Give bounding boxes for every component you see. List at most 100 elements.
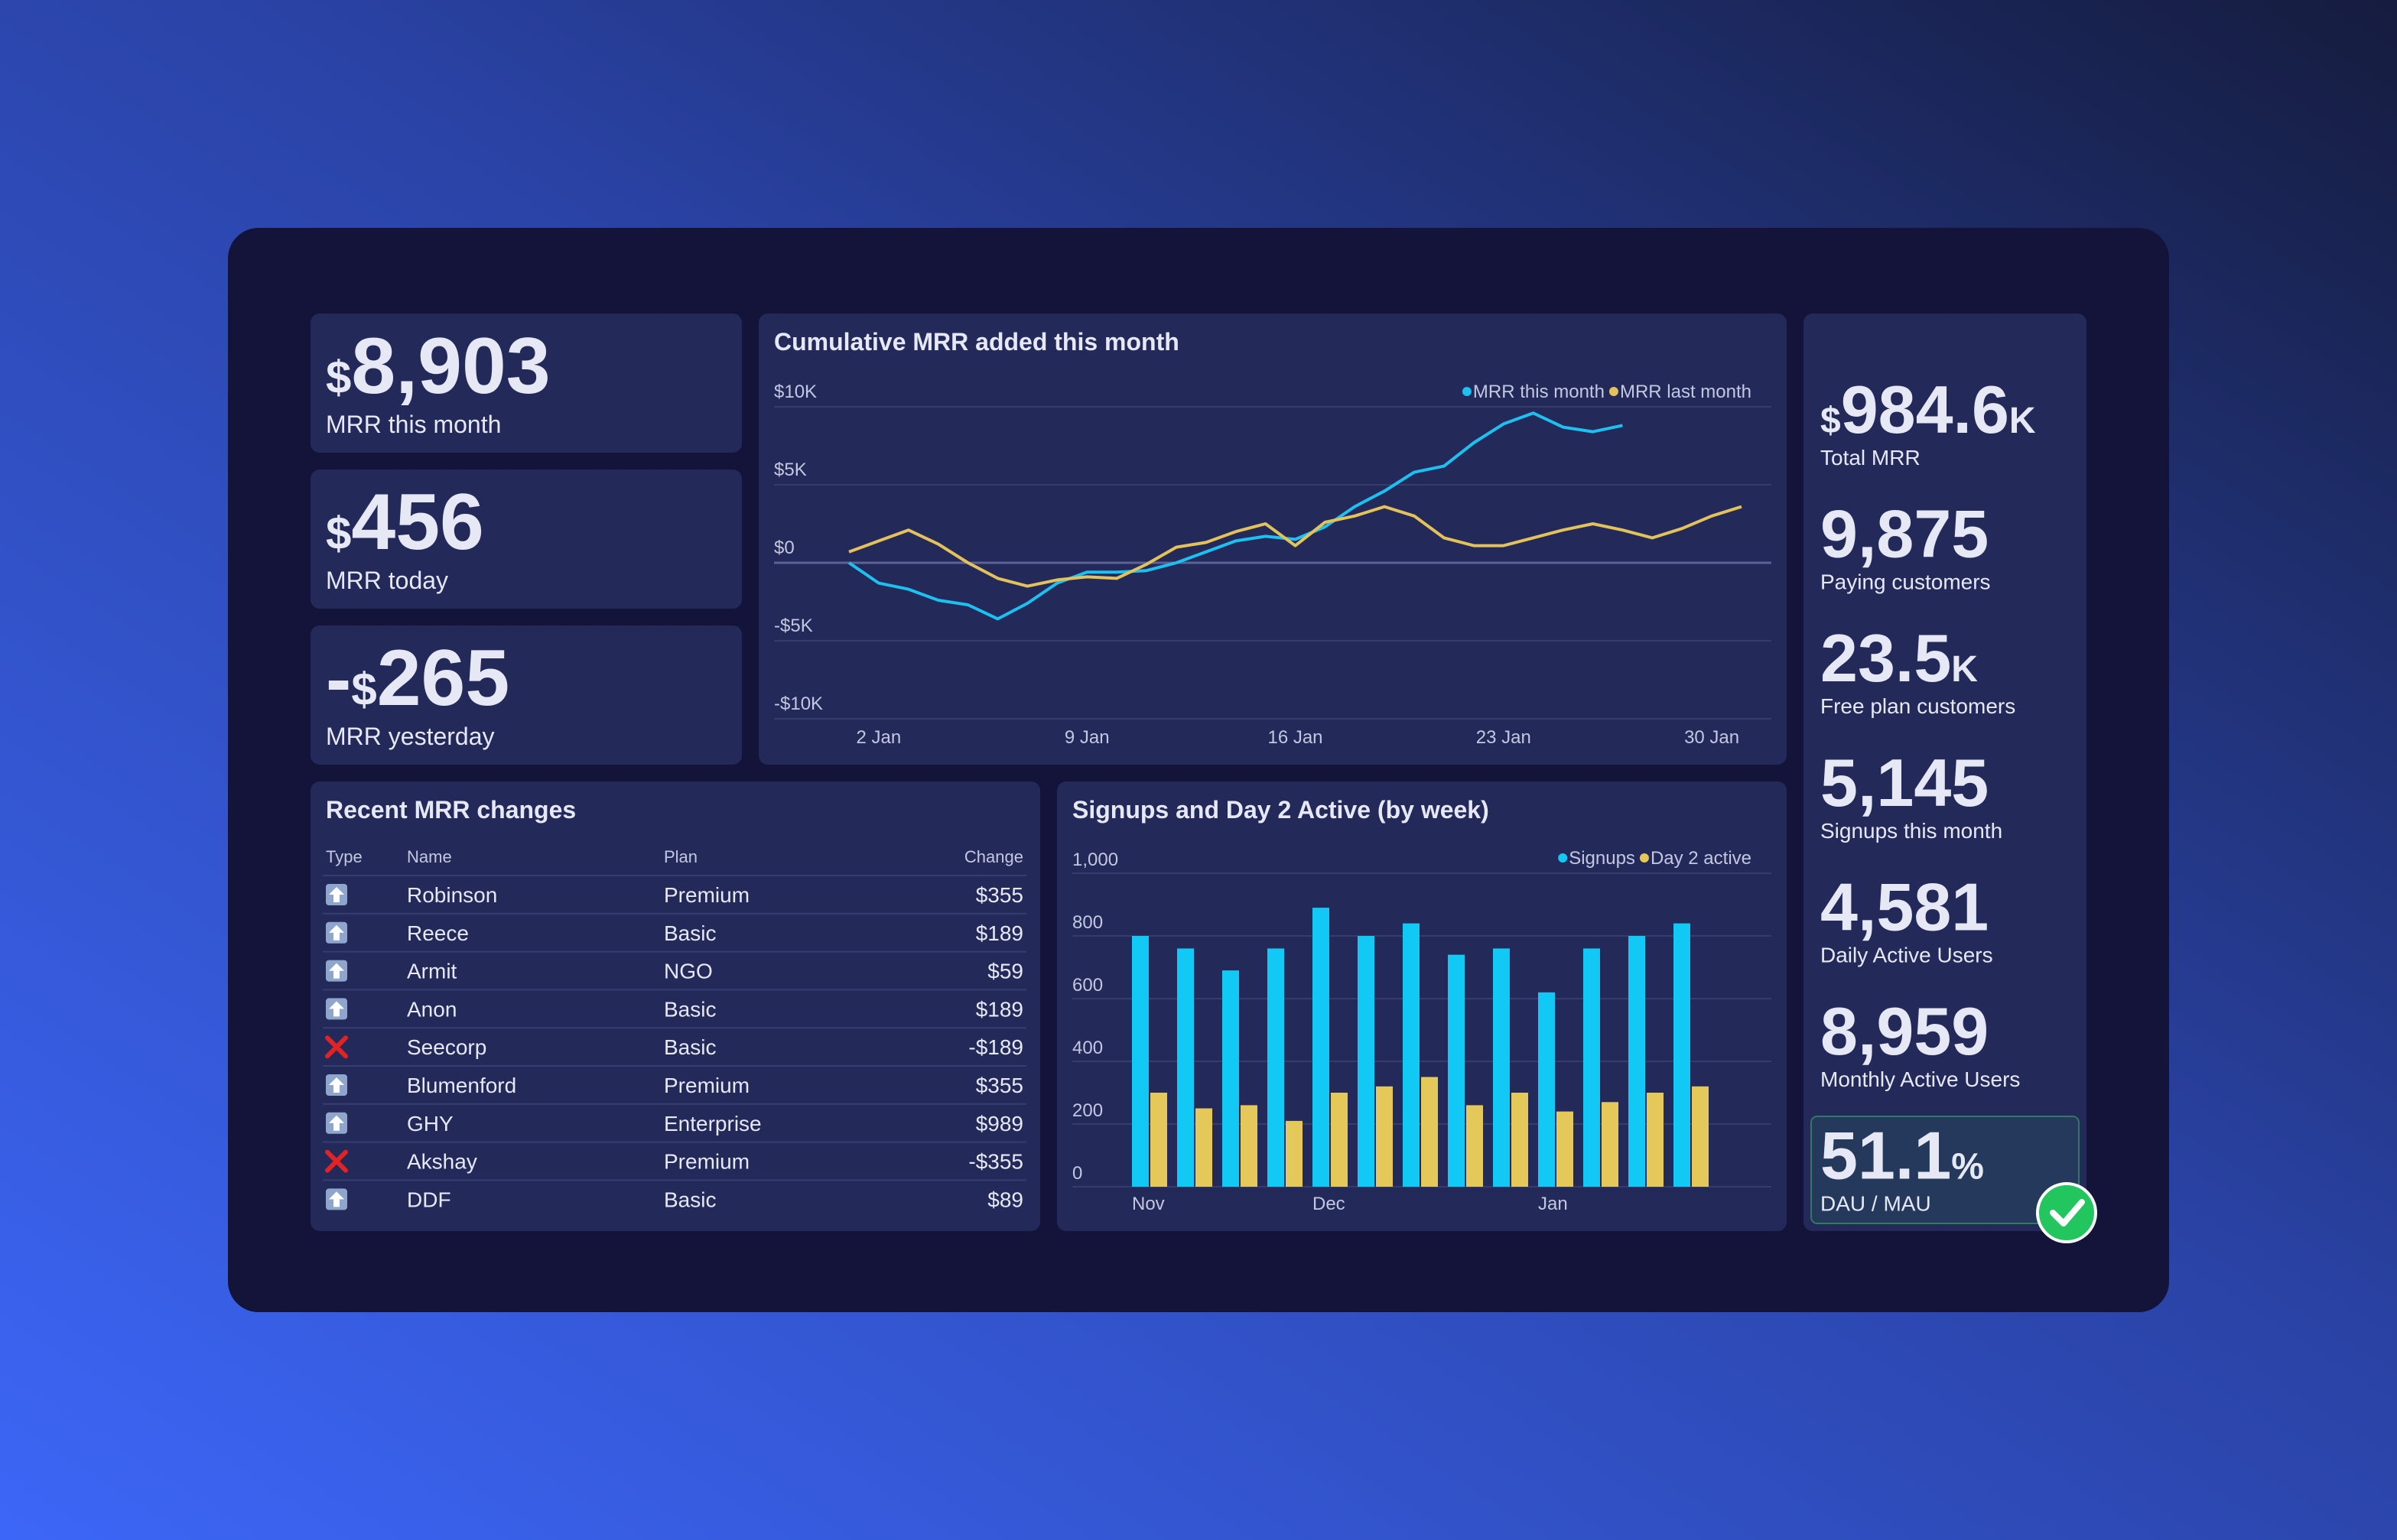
bar [1241, 1105, 1257, 1187]
kpi-currency: $ [326, 352, 351, 403]
upgrade-icon [326, 960, 347, 982]
bar [1312, 908, 1329, 1187]
bar [1132, 936, 1149, 1187]
kpi-label: Monthly Active Users [1820, 1067, 2020, 1091]
column-header: Name [407, 847, 452, 866]
kpi-number: 5,145 [1820, 745, 1989, 820]
bar [1376, 1086, 1393, 1187]
kpi-value: 5,145 [1820, 745, 1989, 820]
column-header: Change [964, 847, 1023, 866]
chart-title: Cumulative MRR added this month [774, 328, 1179, 356]
kpi-card [311, 314, 742, 453]
table-cell: Basic [664, 921, 716, 945]
kpi-number: 8,959 [1820, 993, 1989, 1069]
table-title: Recent MRR changes [326, 796, 576, 824]
kpi-number: 8,903 [351, 322, 550, 411]
kpi-label: MRR this month [326, 411, 501, 438]
cancel-icon [325, 1035, 348, 1059]
y-tick-label: -$10K [774, 694, 823, 714]
kpi-value: $8,903 [326, 322, 551, 411]
legend-dot [1639, 853, 1649, 863]
table-cell: Seecorp [407, 1035, 486, 1059]
x-tick-label: 16 Jan [1267, 727, 1322, 748]
table-cell: $89 [987, 1187, 1023, 1211]
table-cell: Robinson [407, 883, 497, 907]
bar [1195, 1108, 1212, 1187]
kpi-number: 9,875 [1820, 496, 1989, 572]
y-tick-label: $0 [774, 538, 795, 558]
upgrade-icon [326, 1074, 347, 1096]
icon-arrow [329, 963, 344, 979]
cancel-icon [325, 1149, 348, 1173]
table-cell: $189 [976, 997, 1023, 1021]
bar [1556, 1111, 1573, 1187]
bar [1647, 1093, 1664, 1187]
icon-arrow [329, 1115, 344, 1131]
kpi-number: 265 [377, 634, 510, 723]
x-tick-label: Dec [1312, 1194, 1345, 1214]
icon-arrow [329, 1077, 344, 1093]
check-badge [2036, 1182, 2097, 1243]
x-tick-label: Nov [1132, 1194, 1165, 1214]
table-cell: Basic [664, 1035, 716, 1059]
kpi-value: -$265 [326, 634, 509, 723]
line-chart-card [759, 314, 1787, 765]
x-tick-label: 9 Jan [1065, 727, 1110, 748]
legend-label: Signups [1569, 848, 1635, 869]
kpi-suffix: K [1951, 649, 1978, 690]
kpi-number: 456 [351, 478, 484, 567]
kpi-currency: $ [326, 508, 351, 559]
table-cell: Premium [664, 1150, 750, 1174]
kpi-suffix: K [2009, 401, 2036, 441]
kpi-card [311, 625, 742, 765]
kpi-label: Free plan customers [1820, 694, 2015, 718]
icon-arrow [329, 924, 344, 941]
kpi-value: $984.6K [1820, 372, 2036, 447]
kpi-label: Total MRR [1820, 446, 1921, 469]
upgrade-icon [326, 921, 347, 944]
upgrade-icon [326, 1112, 347, 1134]
table-cell: $355 [976, 1074, 1023, 1097]
x-tick-label: Jan [1538, 1194, 1568, 1214]
table-cell: Enterprise [664, 1112, 762, 1136]
table-cell: Basic [664, 997, 716, 1021]
bar [1267, 948, 1284, 1187]
kpi-value: 23.5K [1820, 620, 1978, 696]
kpi-label: Paying customers [1820, 570, 1991, 594]
bar [1448, 954, 1465, 1187]
kpi-number: 4,581 [1820, 869, 1989, 944]
legend-label: MRR this month [1473, 382, 1605, 402]
kpi-sign: - [326, 636, 351, 722]
table-cell: Akshay [407, 1150, 477, 1174]
kpi-label: MRR yesterday [326, 723, 495, 750]
table-cell: $59 [987, 960, 1023, 983]
bar [1493, 948, 1510, 1187]
bar [1222, 970, 1239, 1187]
kpi-suffix: % [1951, 1147, 1984, 1187]
kpi-card [311, 469, 742, 609]
kpi-label: DAU / MAU [1820, 1192, 1931, 1216]
bar [1286, 1120, 1303, 1187]
chart-title: Signups and Day 2 Active (by week) [1072, 796, 1489, 824]
icon-arrow [329, 1191, 344, 1207]
kpi-value: $456 [326, 478, 484, 567]
upgrade-icon [326, 884, 347, 905]
table-cell: $989 [976, 1112, 1023, 1136]
bar [1628, 936, 1645, 1187]
bar [1177, 948, 1194, 1187]
bar [1331, 1093, 1348, 1187]
cancel-x [325, 1149, 348, 1173]
bar [1692, 1086, 1709, 1187]
kpi-number: 984.6 [1841, 372, 2009, 447]
table-cell: NGO [664, 960, 713, 983]
y-tick-label: 200 [1072, 1100, 1103, 1121]
x-tick-label: 2 Jan [857, 727, 902, 748]
bar [1466, 1105, 1483, 1187]
bar [1421, 1077, 1438, 1187]
kpi-label: MRR today [326, 567, 448, 594]
kpi-value: 4,581 [1820, 869, 1989, 944]
line-series [848, 505, 1742, 588]
legend-dot [1558, 853, 1568, 863]
table-cell: DDF [407, 1187, 451, 1211]
